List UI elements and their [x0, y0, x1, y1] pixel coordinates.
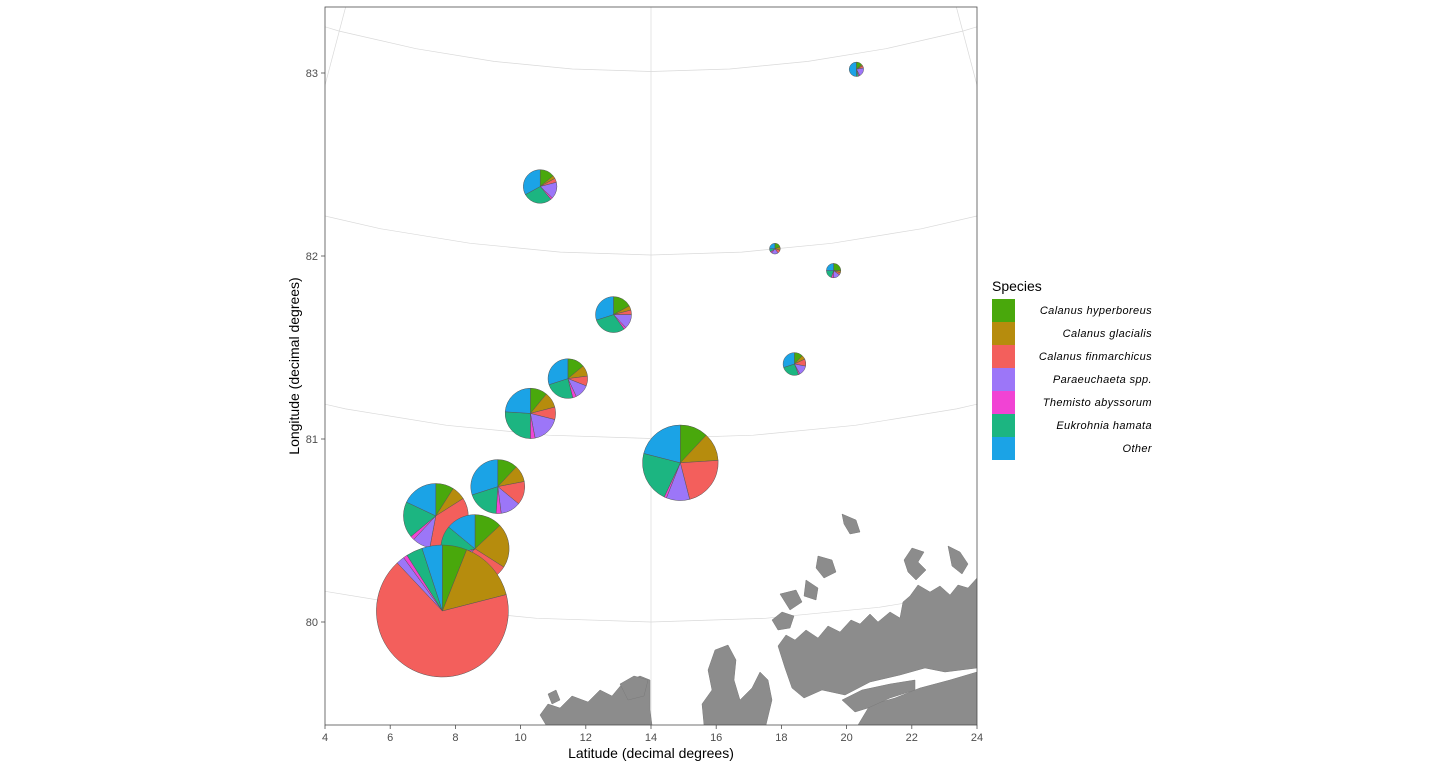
legend-label: Other	[1122, 443, 1152, 455]
station-pie	[376, 544, 509, 678]
pie-slice	[441, 549, 507, 612]
land-polygon	[815, 555, 837, 579]
land-polygon	[903, 547, 927, 581]
land-polygon	[841, 679, 916, 713]
x-axis-ticks: 4 6 8 10 12 14 16 18 20 22 24	[322, 725, 983, 744]
pie-slice	[421, 544, 443, 612]
y-tick-label: 81	[306, 434, 318, 446]
x-axis-title: Latitude (decimal degrees)	[568, 745, 734, 761]
latitude-gridline	[325, 26, 977, 72]
land-polygon	[803, 579, 819, 601]
legend-key	[992, 322, 1015, 345]
legend-label: Calanus glacialis	[1063, 328, 1152, 340]
pie-slice	[782, 352, 795, 368]
pie-slice	[504, 411, 531, 439]
legend-key	[992, 345, 1015, 368]
station-pie	[769, 243, 781, 255]
legend-key	[992, 299, 1015, 322]
land-polygon	[779, 589, 803, 611]
station-pie	[504, 387, 556, 439]
station-pie	[642, 424, 719, 501]
legend-key	[992, 414, 1015, 437]
pie-slice	[826, 263, 834, 271]
legend-label: Eukrohnia hamata	[1056, 420, 1152, 432]
y-tick-label: 80	[306, 617, 318, 629]
pie-slice	[833, 263, 842, 271]
legend-label: Paraeuchaeta spp.	[1053, 374, 1152, 386]
x-tick-label: 22	[906, 732, 918, 744]
station-pie	[403, 483, 469, 549]
pie-slice	[525, 186, 552, 204]
longitude-gridline	[0, 0, 103, 519]
land-polygon	[701, 644, 773, 725]
landmass	[539, 513, 977, 725]
x-tick-label: 14	[645, 732, 657, 744]
latitude-gridline	[325, 215, 977, 256]
pie-slice	[406, 483, 437, 517]
y-tick-label: 83	[306, 68, 318, 80]
land-polygon	[619, 675, 649, 701]
pie-slice	[470, 459, 499, 496]
land-polygon	[771, 611, 795, 631]
pie-slice	[596, 314, 625, 333]
legend: Species Calanus hyperboreus Calanus glaci…	[992, 278, 1153, 460]
x-tick-label: 24	[971, 732, 983, 744]
pie-slice	[448, 514, 476, 550]
y-tick-label: 82	[306, 251, 318, 263]
x-tick-label: 18	[775, 732, 787, 744]
station-pie	[782, 352, 807, 376]
land-polygon	[777, 577, 977, 699]
station-pie	[523, 169, 558, 204]
x-tick-label: 8	[452, 732, 458, 744]
x-tick-label: 12	[580, 732, 592, 744]
station-pies	[376, 61, 864, 678]
pie-slice	[679, 460, 719, 500]
land-polygon	[841, 513, 861, 535]
legend-title: Species	[992, 278, 1042, 294]
legend-label: Themisto abyssorum	[1043, 397, 1152, 409]
pie-slice	[642, 453, 681, 498]
station-pie	[826, 263, 842, 279]
latitude-gridline	[325, 590, 977, 623]
station-pie	[470, 459, 526, 514]
station-pie	[595, 296, 632, 333]
y-axis-title: Longitude (decimal degrees)	[286, 277, 302, 454]
latitude-gridline	[325, 403, 977, 439]
pie-slice	[595, 296, 614, 321]
x-tick-label: 10	[514, 732, 526, 744]
land-polygon	[947, 545, 969, 575]
land-polygon	[547, 689, 561, 705]
pie-slice	[376, 562, 509, 678]
longitude-gridline	[1428, 0, 1440, 222]
legend-label: Calanus finmarchicus	[1039, 351, 1152, 363]
pie-slice	[548, 378, 574, 399]
longitude-gridline	[1199, 0, 1440, 519]
pie-slice	[523, 169, 541, 195]
x-tick-label: 6	[387, 732, 393, 744]
longitude-gridline	[325, 7, 347, 87]
pie-slice	[504, 387, 531, 414]
legend-key	[992, 391, 1015, 414]
pie-slice	[643, 424, 681, 464]
longitude-gridline	[955, 7, 977, 87]
x-tick-label: 20	[840, 732, 852, 744]
pie-slice	[474, 525, 510, 568]
station-pie	[849, 61, 864, 77]
station-pie	[547, 358, 588, 399]
pie-slice	[769, 243, 776, 249]
legend-key	[992, 437, 1015, 460]
y-axis-ticks: 80 81 82 83	[306, 68, 325, 629]
x-tick-label: 16	[710, 732, 722, 744]
x-tick-label: 4	[322, 732, 328, 744]
legend-key	[992, 368, 1015, 391]
pie-slice	[547, 358, 569, 386]
pie-slice	[849, 61, 857, 77]
legend-label: Calanus hyperboreus	[1040, 305, 1152, 317]
